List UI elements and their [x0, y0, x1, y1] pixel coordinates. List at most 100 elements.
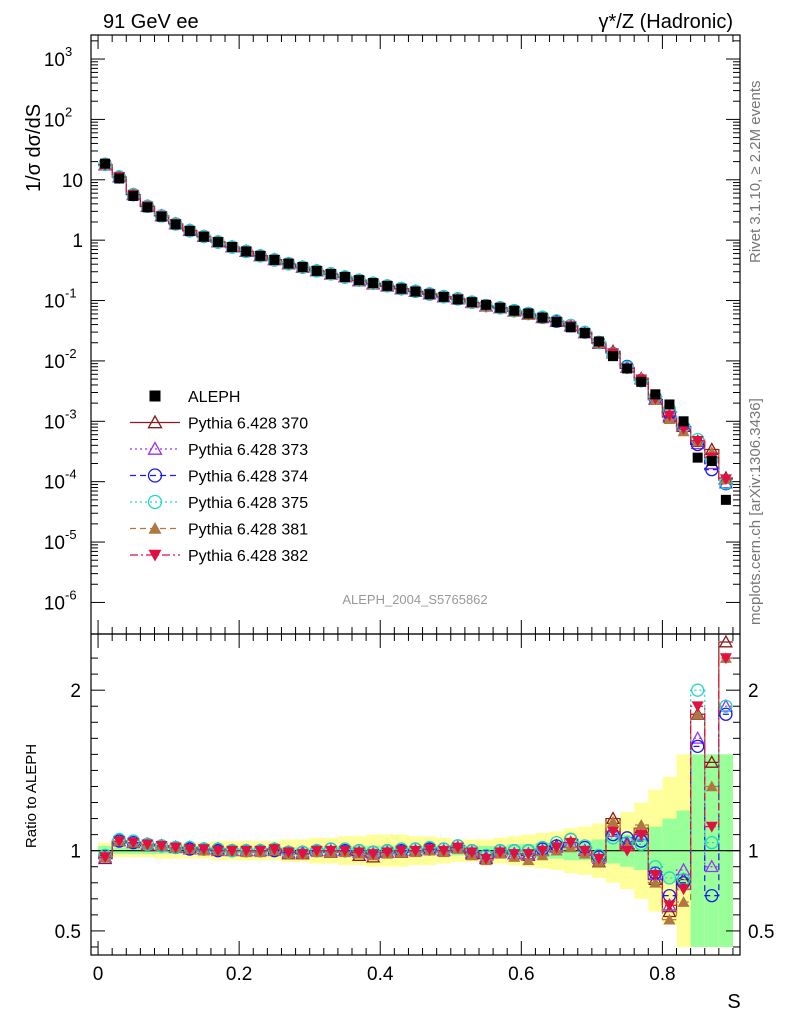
svg-text:-6: -6: [65, 587, 77, 602]
legend-label: Pythia 6.428 370: [188, 416, 308, 433]
ratio-tick-label: 1: [70, 842, 81, 863]
data-point: [339, 272, 350, 283]
ratio-point: [437, 845, 450, 857]
data-point: [227, 242, 238, 253]
y-tick-label: 10 -2: [44, 346, 77, 373]
data-point: [170, 219, 181, 230]
ratio-point: [381, 847, 394, 859]
ratio-point: [677, 884, 690, 896]
series-data-main: [100, 158, 731, 505]
ratio-point: [718, 634, 733, 648]
ratio-point: [296, 849, 309, 860]
series-p381-main: [98, 158, 733, 484]
ratio-point: [282, 847, 295, 859]
data-point: [551, 317, 562, 328]
data-point: [692, 452, 703, 463]
ratio-tick-label-right: 1: [748, 842, 759, 863]
data-point: [622, 363, 633, 374]
ratio-point: [691, 683, 705, 697]
svg-text:10: 10: [44, 412, 65, 433]
ratio-panel: 0 0.2 0.4 0.6 0.8 2 2 1 1 0.5 0.5: [55, 633, 774, 985]
ratio-point: [564, 837, 577, 849]
ratio-point: [705, 821, 718, 833]
ratio-point: [423, 844, 436, 856]
ratio-point: [663, 900, 676, 912]
ratio-point: [409, 845, 422, 857]
data-point: [523, 308, 534, 319]
legend-entry-p375: Pythia 6.428 375: [130, 494, 308, 512]
ratio-point: [691, 739, 705, 753]
ratio-point: [451, 842, 464, 854]
ratio-tick-label: 0.5: [55, 922, 81, 943]
ratio-point: [649, 876, 662, 888]
legend-entry-p373: Pythia 6.428 373: [130, 441, 308, 459]
ratio-point: [268, 844, 281, 856]
ratio-point: [395, 845, 408, 857]
ratio-frame: [90, 633, 741, 956]
ratio-point: [691, 701, 704, 713]
ratio-point: [155, 841, 168, 852]
svg-text:10: 10: [44, 533, 65, 554]
y-tick-label: 10 -1: [44, 286, 77, 313]
ratio-point: [169, 842, 182, 854]
ratio-point: [621, 845, 634, 857]
ratio-point: [522, 849, 535, 860]
data-point: [720, 494, 731, 505]
data-point: [537, 312, 548, 323]
legend-marker: [148, 549, 162, 562]
ratio-point: [676, 872, 691, 886]
x-tick-label: 0.6: [508, 964, 534, 985]
x-tick-label: 0.2: [226, 964, 252, 985]
data-point: [325, 269, 336, 280]
ratio-point: [635, 829, 648, 841]
svg-text:10: 10: [44, 50, 65, 71]
data-point: [495, 302, 506, 313]
ratio-tick-label-right: 0.5: [748, 922, 774, 943]
ratio-point: [338, 845, 351, 857]
svg-text:10: 10: [44, 593, 65, 614]
legend-label: ALEPH: [188, 389, 240, 406]
data-point: [678, 416, 689, 427]
mc-point: [677, 423, 690, 435]
y-tick-label: 10 2: [44, 104, 72, 131]
data-point: [283, 258, 294, 269]
ratio-point: [676, 862, 691, 876]
ratio-point: [99, 852, 112, 864]
ratio-point: [141, 839, 154, 851]
series-p382-ratio: [98, 653, 733, 912]
data-point: [212, 237, 223, 248]
data-point: [438, 291, 449, 302]
mc-point: [663, 410, 676, 422]
svg-text:2: 2: [65, 104, 72, 119]
data-point: [241, 246, 252, 257]
ratio-point: [211, 845, 224, 857]
svg-text:-3: -3: [65, 406, 77, 421]
main-frame: [90, 34, 741, 635]
ratio-point: [310, 845, 323, 857]
legend-entry-p382: Pythia 6.428 382: [130, 548, 308, 565]
svg-text:10: 10: [44, 352, 65, 373]
svg-text:10: 10: [62, 171, 83, 192]
ratio-point: [691, 708, 704, 720]
mc-point: [719, 474, 732, 486]
legend-marker: [147, 414, 163, 429]
ratio-point: [607, 815, 620, 827]
data-point: [424, 289, 435, 300]
ratio-point: [197, 844, 210, 856]
ratio-point: [367, 849, 380, 860]
y-tick-label: 10 -5: [44, 527, 77, 554]
legend-marker: [148, 522, 162, 534]
data-point: [297, 261, 308, 272]
data-point: [114, 173, 125, 184]
svg-text:10: 10: [44, 292, 65, 313]
svg-text:-1: -1: [65, 286, 77, 301]
ratio-point: [550, 842, 563, 854]
ratio-point: [536, 845, 549, 857]
ratio-point: [719, 653, 732, 665]
ratio-point: [353, 847, 366, 859]
ratio-point: [254, 845, 267, 857]
data-point: [650, 389, 661, 400]
data-point: [311, 265, 322, 276]
ratio-point: [127, 837, 140, 849]
